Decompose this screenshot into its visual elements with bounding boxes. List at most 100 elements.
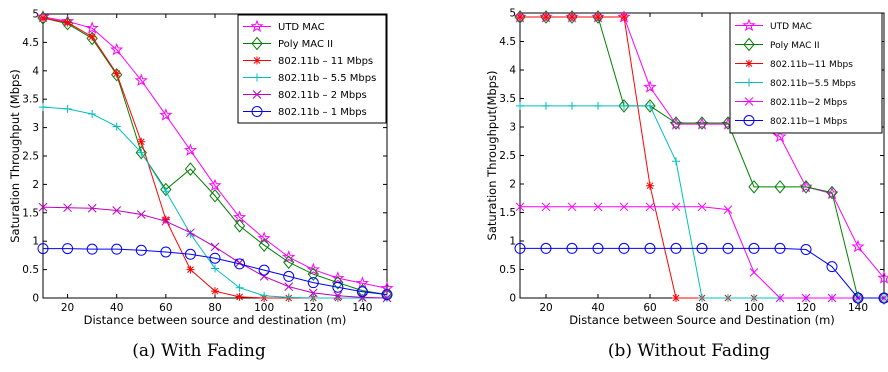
chart-b-data-point	[852, 291, 864, 305]
chart-b-data-point	[568, 101, 576, 110]
chart-a-legend-label: 802.11b – 1 Mbps	[278, 107, 367, 118]
chart-a-data-point	[208, 178, 222, 192]
chart-a-data-point	[111, 67, 123, 82]
chart-b-data-point	[851, 239, 865, 253]
chart-a-series-5	[37, 243, 393, 301]
chart-b-legend-marker	[745, 78, 753, 87]
chart-b-data-point	[592, 10, 604, 24]
chart-a-ytick-label: 0.5	[22, 264, 39, 276]
chart-a-data-point	[137, 137, 146, 146]
chart-a-data-point	[63, 18, 72, 27]
chart-a-data-point	[112, 69, 121, 78]
chart-a-data-point	[112, 122, 121, 131]
chart-a-data-point	[136, 210, 146, 219]
chart-b-data-point	[672, 294, 680, 302]
chart-b-legend-entry: 802.11b−11 Mbps	[735, 59, 853, 70]
chart-a-legend-label: Poly MAC II	[278, 39, 333, 50]
chart-b-data-point	[620, 12, 628, 21]
chart-a-data-point	[235, 283, 244, 292]
chart-a-data-point	[258, 264, 270, 276]
chart-a-data-point	[257, 231, 271, 244]
chart-a-data-point	[63, 104, 72, 113]
chart-b-xtick-label: 100	[744, 302, 764, 314]
chart-b-legend-marker	[743, 37, 755, 52]
chart-b-data-point	[646, 101, 654, 110]
chart-a-data-point	[86, 243, 98, 255]
chart-b-legend-label: 802.11b−11 Mbps	[770, 60, 853, 70]
chart-a-xtick-label: 60	[159, 302, 172, 314]
chart-a-data-point	[306, 262, 320, 276]
chart-a-data-point	[381, 289, 393, 301]
chart-b-data-point	[592, 242, 604, 254]
chart-b-data-point	[645, 202, 655, 212]
chart-b-data-point	[775, 293, 785, 303]
chart-a-ytick-label: 1	[32, 236, 39, 248]
chart-a-legend-marker	[251, 106, 263, 117]
chart-b-data-point	[827, 293, 837, 303]
chart-a-legend-label: 802.11b – 11 Mbps	[278, 56, 373, 67]
chart-b-legend-entry: 802.11b−2 Mbps	[735, 97, 848, 108]
chart-a-legend-marker	[253, 56, 261, 65]
chart-a-legend: UTD MAC Poly MAC II 802.11b – 11 Mbps 802.1…	[237, 14, 387, 124]
chart-a-data-point	[309, 294, 318, 302]
chart-b-data-point	[698, 294, 706, 302]
chart-a-data-point	[331, 271, 345, 284]
chart-a-data-point	[39, 103, 47, 112]
chart-b-legend-marker	[744, 97, 754, 106]
chart-b-data-point	[646, 181, 654, 190]
chart-b-data-point	[723, 205, 733, 215]
chart-b-data-point	[878, 291, 888, 305]
chart-a-data-point	[161, 187, 170, 196]
chart-b-data-point	[696, 116, 708, 130]
chart-a-ytick-label: 2.5	[22, 151, 39, 163]
chart-b-data-point	[618, 99, 630, 113]
chart-b-data-point	[515, 202, 525, 212]
chart-a-data-point	[186, 228, 195, 238]
chart-a-ytick-label: 1.5	[22, 207, 39, 219]
chart-b-data-point	[774, 242, 786, 254]
chart-a-legend-label: 802.11b – 5.5 Mbps	[278, 73, 376, 84]
chart-b-data-point	[620, 101, 628, 110]
chart-b-xtick-label: 40	[591, 302, 604, 314]
chart-b-data-point	[774, 180, 786, 194]
chart-b-data-point	[644, 99, 656, 113]
chart-b-series-line	[520, 247, 884, 299]
chart-a-legend-entry: Poly MAC II	[243, 36, 333, 51]
chart-a-legend-entry: 802.11b – 11 Mbps	[243, 56, 373, 67]
chart-b-data-point	[671, 202, 681, 212]
chart-a-ytick-label: 5	[32, 9, 39, 21]
chart-a-legend-marker	[251, 36, 263, 51]
chart-a-data-point	[137, 148, 146, 157]
chart-b-legend-label: 802.11b−5.5 Mbps	[770, 79, 856, 89]
chart-a-data-point	[38, 202, 48, 212]
chart-b-data-point	[643, 80, 657, 93]
chart-a-data-point	[258, 238, 270, 252]
chart-b-data-point	[594, 101, 602, 110]
chart-b-ytick-label: 1.5	[499, 207, 516, 219]
chart-b-legend-marker	[742, 18, 756, 32]
chart-b-data-point	[826, 261, 838, 273]
chart-a-xtick-label: 100	[254, 302, 274, 314]
chart-a-data-point	[62, 243, 74, 255]
chart-a-y-axis-label: Saturation Throughput (Mbps)	[8, 69, 22, 243]
chart-a-data-point	[380, 281, 394, 294]
chart-b-y-axis-label: Saturation Throughput(Mbps)	[485, 71, 499, 241]
chart-a-legend-entry: 802.11b – 2 Mbps	[243, 90, 367, 101]
chart-b-legend: UTD MAC Poly MAC II 802.11b−11 Mbps 802.11b…	[729, 12, 883, 134]
chart-b-data-point	[878, 292, 888, 304]
chart-a-data-point	[355, 276, 370, 289]
chart-b-data-point	[826, 185, 838, 200]
chart-b-series-4	[515, 202, 888, 303]
chart-a-series-line	[42, 16, 388, 289]
chart-a-data-point	[209, 188, 221, 203]
chart-a-data-point	[88, 109, 97, 118]
chart-a-data-point	[234, 258, 246, 270]
chart-a-data-point	[283, 255, 295, 269]
chart-b-xtick-label: 140	[848, 302, 868, 314]
chart-b-legend-entry: 802.11b−5.5 Mbps	[735, 78, 856, 89]
chart-b-legend-label: 802.11b−1 Mbps	[770, 117, 848, 127]
chart-a-legend-entry: 802.11b – 5.5 Mbps	[243, 73, 376, 84]
chart-b-legend-label: 802.11b−2 Mbps	[770, 98, 848, 108]
chart-a-ytick-label: 0	[32, 293, 39, 305]
chart-b-ytick-label: 4.5	[499, 36, 516, 48]
